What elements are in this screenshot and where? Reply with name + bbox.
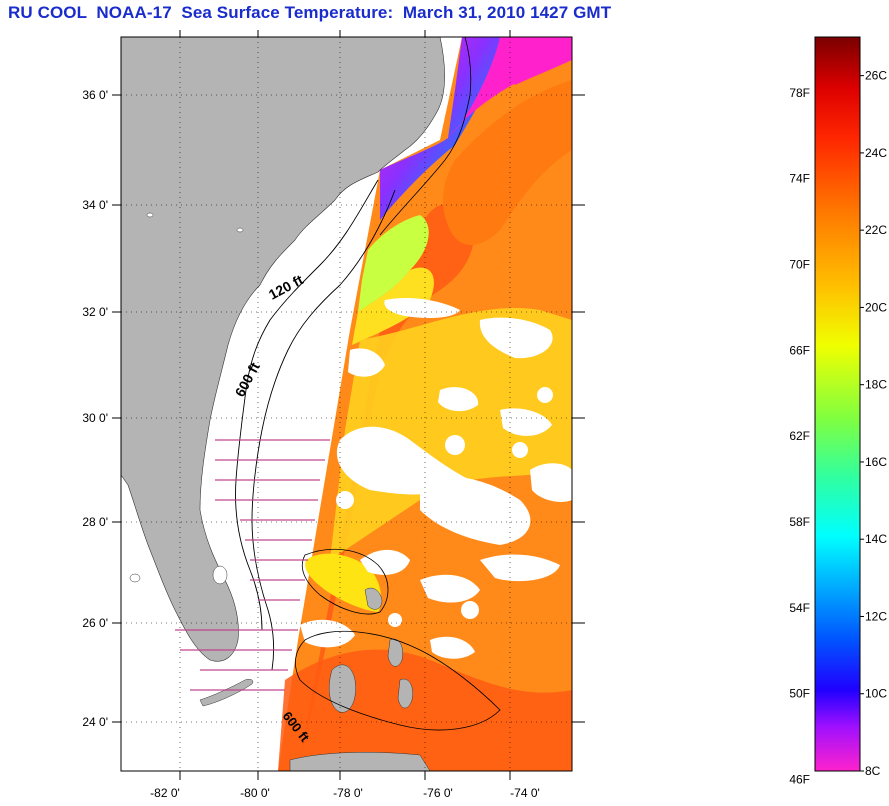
- lat-label: 34 0': [82, 198, 108, 212]
- contour-bahamas: [295, 548, 501, 731]
- lat-tick-marks: [112, 94, 585, 723]
- fahrenheit-label: 70F: [789, 257, 810, 271]
- lat-label: 32 0': [82, 305, 108, 319]
- celsius-label: 10C: [865, 687, 887, 701]
- contour-120ft: [235, 179, 379, 631]
- warm-band-north: [443, 80, 572, 245]
- celsius-label: 12C: [865, 609, 887, 623]
- celsius-label: 18C: [865, 378, 887, 392]
- lat-label: 28 0': [82, 515, 108, 529]
- celsius-label: 8C: [865, 764, 881, 778]
- color-scale-canvas: 78F 74F 70F 66F 62F 58F 54F 50F 46F 26C 24C 22C 20C…: [789, 36, 887, 787]
- lat-labels: 36 0' 34 0' 32 0' 30 0' 28 0' 26 0' 24 0…: [82, 88, 108, 729]
- lon-tick-marks: [179, 30, 511, 780]
- map-title: RU COOL NOAA-17 Sea Surface Temperature:…: [8, 3, 612, 22]
- contour-north-shelf: [379, 37, 472, 236]
- mid-sst-yellow: [330, 307, 572, 560]
- sst-map: 120 ft 600 ft 600 ft 36 0' 34: [82, 30, 585, 800]
- contour-600ft: [251, 189, 396, 671]
- lat-label: 26 0': [82, 616, 108, 630]
- lon-label: -74 0': [510, 786, 540, 800]
- lat-label: 36 0': [82, 88, 108, 102]
- fahrenheit-label: 62F: [789, 429, 810, 443]
- lon-labels: -82 0' -80 0' -78 0' -76 0' -74 0': [150, 786, 540, 800]
- shelf-water-cool: [358, 215, 429, 312]
- fahrenheit-labels: 78F 74F 70F 66F 62F 58F 54F 50F 46F: [789, 86, 810, 787]
- cloud-cover: [300, 298, 572, 659]
- lon-label: -76 0': [423, 786, 453, 800]
- celsius-label: 16C: [865, 455, 887, 469]
- bahamas-bank-yellow: [305, 553, 382, 612]
- map-frame: [120, 36, 573, 772]
- gulf-stream-warm-band: [300, 203, 474, 760]
- cuba-edge: [289, 752, 431, 771]
- fahrenheit-label: 50F: [789, 687, 810, 701]
- sst-map-canvas: 120 ft 600 ft 600 ft 36 0' 34: [82, 30, 585, 800]
- fahrenheit-label: 46F: [789, 773, 810, 787]
- bahamas-andros: [329, 664, 356, 713]
- lat-label: 30 0': [82, 411, 108, 425]
- graticule: [121, 37, 572, 771]
- bahamas-eleuthera: [387, 638, 403, 667]
- inland-water: [129, 212, 244, 585]
- color-scale-bar: [814, 36, 861, 772]
- celsius-label: 20C: [865, 300, 887, 314]
- cold-coastal-water: [380, 37, 500, 220]
- celsius-label: 26C: [865, 69, 887, 83]
- scan-artefacts: [175, 439, 330, 691]
- fahrenheit-label: 54F: [789, 601, 810, 615]
- fahrenheit-label: 78F: [789, 86, 810, 100]
- celsius-label: 14C: [865, 532, 887, 546]
- cold-blue-north: [500, 37, 572, 85]
- lon-label: -80 0': [240, 786, 270, 800]
- fahrenheit-label: 74F: [789, 172, 810, 186]
- bahamas-abaco: [364, 587, 383, 610]
- lon-label: -82 0': [150, 786, 180, 800]
- celsius-label: 24C: [865, 146, 887, 160]
- color-scale: 78F 74F 70F 66F 62F 58F 54F 50F 46F 26C 24C 22C 20C…: [780, 0, 889, 801]
- bahamas-exuma: [397, 678, 413, 709]
- lon-label: -78 0': [333, 786, 363, 800]
- fahrenheit-label: 58F: [789, 515, 810, 529]
- lat-label: 24 0': [82, 715, 108, 729]
- land-mass-us: [121, 37, 445, 662]
- celsius-label: 22C: [865, 223, 887, 237]
- fahrenheit-label: 66F: [789, 343, 810, 357]
- celsius-labels: 26C 24C 22C 20C 18C 16C 14C 12C 10C 8C: [860, 69, 887, 778]
